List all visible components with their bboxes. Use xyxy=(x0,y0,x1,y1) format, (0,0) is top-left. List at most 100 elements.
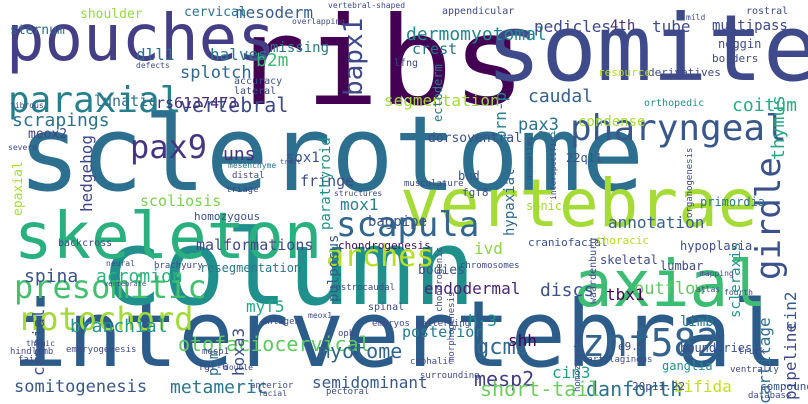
cloud-word: semidominant xyxy=(312,373,428,392)
cloud-word: psm xyxy=(206,351,222,376)
cloud-word: rostral xyxy=(746,6,788,17)
cloud-word: fgf8 xyxy=(462,186,489,199)
cloud-word: hypoplasia xyxy=(680,239,752,253)
cloud-word: boundaries xyxy=(680,341,752,355)
cloud-word: tbx1 xyxy=(606,285,645,304)
cloud-word: caudal xyxy=(528,86,593,107)
cloud-word: sonic xyxy=(526,199,562,213)
cloud-word: vertebrae xyxy=(400,165,758,242)
cloud-word: derivatives xyxy=(648,66,721,79)
cloud-word: fibrous xyxy=(10,101,44,110)
cloud-word: database xyxy=(748,391,791,401)
cloud-word: patterning xyxy=(416,319,470,329)
cloud-word: cervical xyxy=(184,5,247,20)
cloud-word: overlapping xyxy=(292,17,345,26)
cloud-word: backcross xyxy=(58,238,112,249)
cloud-word: thymus xyxy=(768,95,789,160)
cloud-word: scoliosis xyxy=(140,192,221,210)
cloud-word: shoulder xyxy=(80,7,143,22)
cloud-word: neural xyxy=(106,259,135,268)
cloud-word: lfng xyxy=(394,58,418,69)
cloud-word: 3rd xyxy=(538,130,556,141)
cloud-word: fourth xyxy=(724,288,753,297)
cloud-word: ganglia xyxy=(662,359,713,373)
cloud-word: distal xyxy=(232,171,265,181)
cloud-word: dorsoventral xyxy=(428,131,522,146)
cloud-word: branchial xyxy=(70,316,168,337)
cloud-word: 22q11 xyxy=(566,151,602,165)
cloud-word: endodermal xyxy=(424,279,520,298)
cloud-word: spinal xyxy=(368,302,404,313)
cloud-word: pedicles xyxy=(534,17,611,36)
cloud-word: ectoderm xyxy=(431,64,445,122)
cloud-word: orthopedic xyxy=(644,98,704,109)
cloud-word: scrapings xyxy=(12,110,110,131)
cloud-word: coitum xyxy=(732,95,797,116)
cloud-word: cartilage xyxy=(755,317,774,404)
cloud-word: opb xyxy=(338,329,354,339)
cloud-word: dll1 xyxy=(136,45,175,64)
cloud-word: epaxial xyxy=(11,161,26,216)
cloud-word: 4th xyxy=(610,18,635,34)
cloud-word: intervertebral xyxy=(12,281,787,388)
cloud-word: cranial xyxy=(29,309,48,376)
cloud-word: vertebral xyxy=(180,93,288,117)
cloud-word: h-3 xyxy=(468,311,497,330)
cloud-word: scleraxis xyxy=(728,242,744,318)
cloud-word: 20p11.22 xyxy=(632,380,685,393)
cloud-word: annotation xyxy=(608,213,704,232)
cloud-word: morphogenesis xyxy=(447,292,457,362)
cloud-word: double xyxy=(224,363,253,372)
cloud-word: embryos xyxy=(372,319,410,329)
cloud-word: craniofacial xyxy=(528,236,607,249)
cloud-word: chondrogenesis xyxy=(338,239,431,252)
cloud-word: hindlimb xyxy=(10,347,53,357)
cloud-word: mox1 xyxy=(340,195,379,214)
cloud-word: accuracy xyxy=(234,76,282,87)
cloud-word: bifida xyxy=(674,377,732,396)
cloud-word: pulposus xyxy=(326,235,342,302)
cloud-word: danforth xyxy=(586,377,682,401)
cloud-word: multipass xyxy=(712,18,788,34)
cloud-word: mild xyxy=(686,13,705,22)
cloud-word: mesenchyme xyxy=(228,161,276,170)
cloud-word: acromion xyxy=(96,266,183,287)
cloud-word: thoracic xyxy=(596,234,649,247)
cloud-word: skeleton xyxy=(14,200,322,274)
cloud-word: pectoral xyxy=(326,387,369,397)
cloud-word: paraxial xyxy=(8,80,181,121)
cloud-word: presomitic xyxy=(14,268,207,306)
cloud-word: resegmentation xyxy=(200,261,301,275)
cloud-word: short-tail xyxy=(480,377,600,401)
cloud-word: chromosomes xyxy=(460,261,520,271)
cloud-word: musculature xyxy=(404,179,464,189)
cloud-word: structures xyxy=(334,189,382,198)
cloud-word: tube xyxy=(652,17,691,36)
cloud-word: crest xyxy=(412,40,457,58)
cloud-word: cephalic xyxy=(410,357,453,367)
cloud-word: spina xyxy=(24,266,78,287)
cloud-word: rostrocaudal xyxy=(330,283,395,293)
cloud-word: homozygotes xyxy=(573,332,583,392)
cloud-word: organogenesis xyxy=(685,148,695,218)
cloud-word: myf5 xyxy=(246,297,285,316)
cloud-word: severe xyxy=(8,143,37,152)
cloud-word: bud xyxy=(458,169,480,183)
cloud-word: ventrally xyxy=(730,365,779,375)
cloud-word: vertebrate xyxy=(104,280,146,288)
cloud-word: facial xyxy=(258,389,287,398)
cloud-word: splotch xyxy=(180,63,252,83)
cloud-word: bapx1 xyxy=(339,18,369,96)
cloud-word: notochord xyxy=(20,300,193,338)
cloud-word: vertebral-shaped xyxy=(328,1,405,10)
cloud-word: somite xyxy=(486,0,808,102)
cloud-word: mesp2 xyxy=(474,367,534,391)
cloud-word: gcm2 xyxy=(476,335,529,360)
cloud-word: lunatic xyxy=(94,92,157,110)
cloud-word: meox2 xyxy=(28,127,67,142)
cloud-word: pax3 xyxy=(518,115,559,135)
cloud-word: sclerotome xyxy=(18,93,644,215)
cloud-word: pharyngeal xyxy=(570,108,787,149)
